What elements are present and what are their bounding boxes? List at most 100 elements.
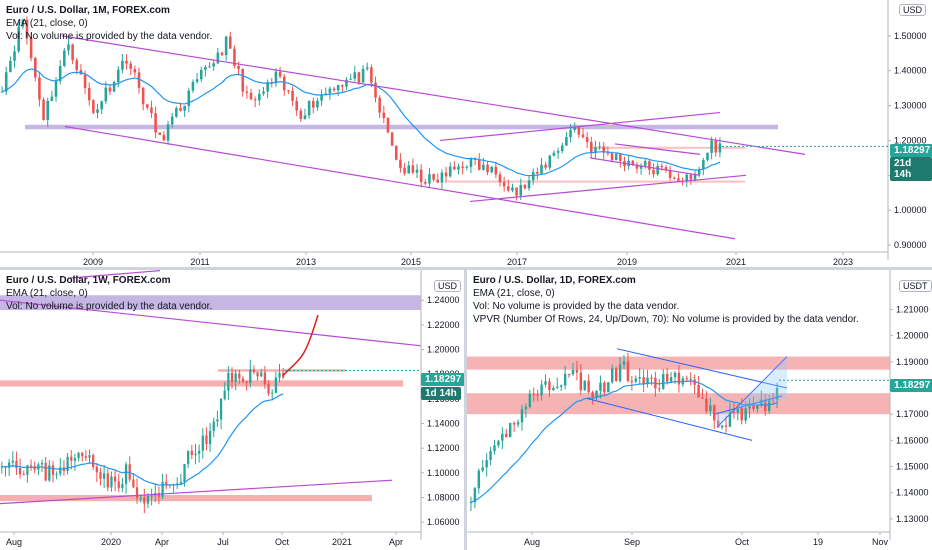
weekly-candle bbox=[84, 456, 87, 458]
monthly-chart[interactable]: 0.900001.000001.100001.200001.300001.400… bbox=[0, 0, 932, 267]
weekly-chart[interactable]: 1.060001.080001.100001.120001.140001.160… bbox=[0, 270, 464, 550]
weekly-currency-badge[interactable]: USD bbox=[434, 280, 462, 292]
daily-y-tick-label: 1.21000 bbox=[896, 304, 929, 314]
daily-candle bbox=[665, 374, 669, 382]
monthly-candle bbox=[311, 101, 315, 108]
weekly-ema-line bbox=[1, 393, 284, 486]
daily-candle bbox=[662, 374, 665, 389]
weekly-candle bbox=[143, 497, 146, 504]
monthly-trendline-1 bbox=[64, 125, 736, 240]
weekly-x-tick-label: 2021 bbox=[332, 537, 352, 547]
monthly-zone-1 bbox=[590, 146, 745, 149]
daily-candle bbox=[626, 361, 630, 382]
monthly-candle bbox=[631, 160, 635, 165]
monthly-candle bbox=[353, 72, 357, 79]
weekly-candle bbox=[150, 495, 153, 497]
weekly-zone-0 bbox=[0, 295, 421, 311]
daily-trendline-0 bbox=[616, 348, 788, 389]
weekly-y-tick-label: 1.22000 bbox=[427, 320, 460, 330]
daily-candle bbox=[724, 425, 728, 427]
weekly-candle bbox=[201, 435, 204, 451]
weekly-candle bbox=[29, 465, 33, 467]
monthly-candle bbox=[444, 172, 448, 177]
daily-candle bbox=[756, 405, 759, 409]
daily-x-tick-label: 19 bbox=[813, 537, 823, 547]
monthly-candle bbox=[515, 187, 518, 196]
monthly-candle bbox=[162, 134, 166, 141]
daily-y-tick-label: 1.14000 bbox=[896, 488, 929, 498]
daily-currency-badge[interactable]: USDT bbox=[899, 280, 932, 292]
daily-chart[interactable]: 1.130001.140001.150001.160001.170001.180… bbox=[467, 270, 932, 550]
monthly-trendline-2 bbox=[439, 111, 721, 142]
monthly-candle bbox=[150, 107, 153, 114]
daily-candle bbox=[556, 386, 559, 388]
daily-candle bbox=[552, 387, 555, 390]
daily-candle bbox=[630, 381, 634, 383]
daily-candle bbox=[567, 373, 571, 375]
monthly-candle bbox=[204, 66, 207, 70]
daily-candle bbox=[748, 402, 751, 409]
monthly-candle bbox=[208, 66, 211, 68]
monthly-candle bbox=[477, 159, 481, 170]
weekly-candle bbox=[263, 372, 267, 385]
monthly-chart-panel[interactable]: 0.900001.000001.100001.200001.300001.400… bbox=[0, 0, 932, 267]
monthly-candle bbox=[598, 146, 601, 148]
monthly-candle bbox=[370, 67, 373, 83]
monthly-x-tick-label: 2015 bbox=[401, 257, 421, 267]
weekly-countdown: 1d 14h bbox=[421, 387, 461, 400]
monthly-candle bbox=[469, 158, 473, 167]
weekly-y-tick-label: 1.20000 bbox=[427, 345, 460, 355]
monthly-candle bbox=[67, 44, 70, 51]
daily-candle bbox=[528, 393, 532, 407]
daily-chart-panel[interactable]: 1.130001.140001.150001.160001.170001.180… bbox=[467, 270, 932, 550]
daily-candle bbox=[524, 406, 528, 410]
monthly-candle bbox=[448, 166, 452, 177]
monthly-candle bbox=[706, 152, 709, 161]
monthly-y-tick-label: 1.00000 bbox=[894, 205, 927, 215]
weekly-candle bbox=[40, 462, 44, 465]
monthly-candle bbox=[560, 145, 564, 151]
monthly-candle bbox=[9, 60, 12, 73]
daily-candle bbox=[485, 460, 488, 468]
vertical-separator[interactable] bbox=[464, 270, 467, 550]
monthly-candle bbox=[635, 164, 639, 169]
monthly-candle bbox=[581, 134, 585, 138]
weekly-candle bbox=[219, 398, 223, 420]
monthly-candle bbox=[606, 152, 610, 154]
monthly-candle bbox=[96, 109, 99, 113]
daily-candle bbox=[744, 408, 747, 421]
daily-candle bbox=[709, 405, 712, 412]
daily-candle bbox=[595, 390, 598, 398]
daily-y-tick-label: 1.16000 bbox=[896, 435, 929, 445]
monthly-candle bbox=[249, 92, 253, 100]
monthly-candle bbox=[660, 165, 664, 168]
daily-candle bbox=[752, 402, 755, 409]
weekly-candle bbox=[227, 372, 230, 391]
monthly-candle bbox=[220, 52, 224, 56]
daily-candle bbox=[775, 387, 779, 401]
daily-candle bbox=[536, 394, 539, 396]
monthly-candle bbox=[224, 36, 228, 56]
monthly-candle bbox=[87, 88, 91, 101]
monthly-candle bbox=[494, 166, 498, 175]
monthly-candle bbox=[287, 90, 290, 92]
monthly-currency-badge[interactable]: USD bbox=[899, 4, 927, 16]
monthly-vol-label: Vol: No volume is provided by the data v… bbox=[6, 31, 213, 42]
weekly-candle bbox=[121, 483, 124, 489]
weekly-trendline-1 bbox=[0, 479, 393, 505]
monthly-candle bbox=[75, 60, 79, 71]
weekly-candle bbox=[165, 481, 168, 485]
weekly-chart-panel[interactable]: 1.060001.080001.100001.120001.140001.160… bbox=[0, 270, 464, 550]
daily-candle bbox=[591, 392, 594, 398]
horizontal-separator[interactable] bbox=[0, 267, 932, 270]
monthly-candle bbox=[507, 186, 510, 191]
daily-candle bbox=[469, 502, 473, 504]
monthly-candle bbox=[374, 82, 377, 98]
monthly-candle bbox=[141, 87, 145, 105]
daily-candle bbox=[607, 382, 610, 393]
monthly-candle bbox=[258, 93, 261, 101]
daily-candle bbox=[760, 399, 763, 406]
monthly-candle bbox=[158, 132, 162, 135]
daily-candle bbox=[622, 361, 626, 365]
monthly-candle bbox=[656, 165, 659, 175]
